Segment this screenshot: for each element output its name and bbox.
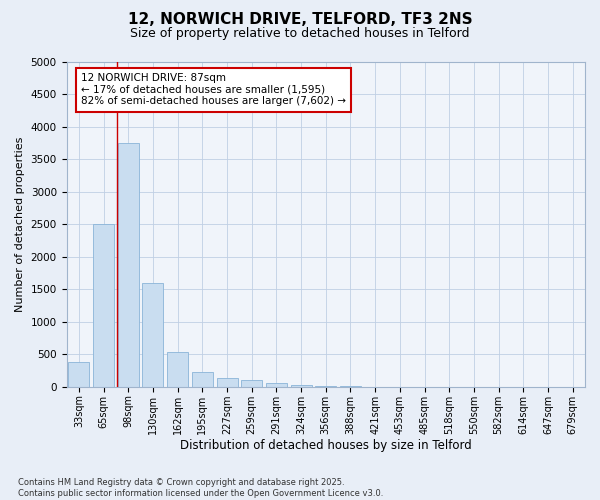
X-axis label: Distribution of detached houses by size in Telford: Distribution of detached houses by size … [180,440,472,452]
Text: 12 NORWICH DRIVE: 87sqm
← 17% of detached houses are smaller (1,595)
82% of semi: 12 NORWICH DRIVE: 87sqm ← 17% of detache… [81,73,346,106]
Bar [241,380,262,387]
Bar [192,372,213,387]
Bar [315,386,336,387]
Bar [68,362,89,387]
Bar [142,282,163,387]
Bar [217,378,238,387]
Text: Size of property relative to detached houses in Telford: Size of property relative to detached ho… [130,28,470,40]
Bar [118,143,139,387]
Text: Contains HM Land Registry data © Crown copyright and database right 2025.
Contai: Contains HM Land Registry data © Crown c… [18,478,383,498]
Y-axis label: Number of detached properties: Number of detached properties [15,136,25,312]
Bar [290,385,311,387]
Bar [167,352,188,387]
Bar [266,383,287,387]
Bar [93,224,114,387]
Text: 12, NORWICH DRIVE, TELFORD, TF3 2NS: 12, NORWICH DRIVE, TELFORD, TF3 2NS [128,12,472,28]
